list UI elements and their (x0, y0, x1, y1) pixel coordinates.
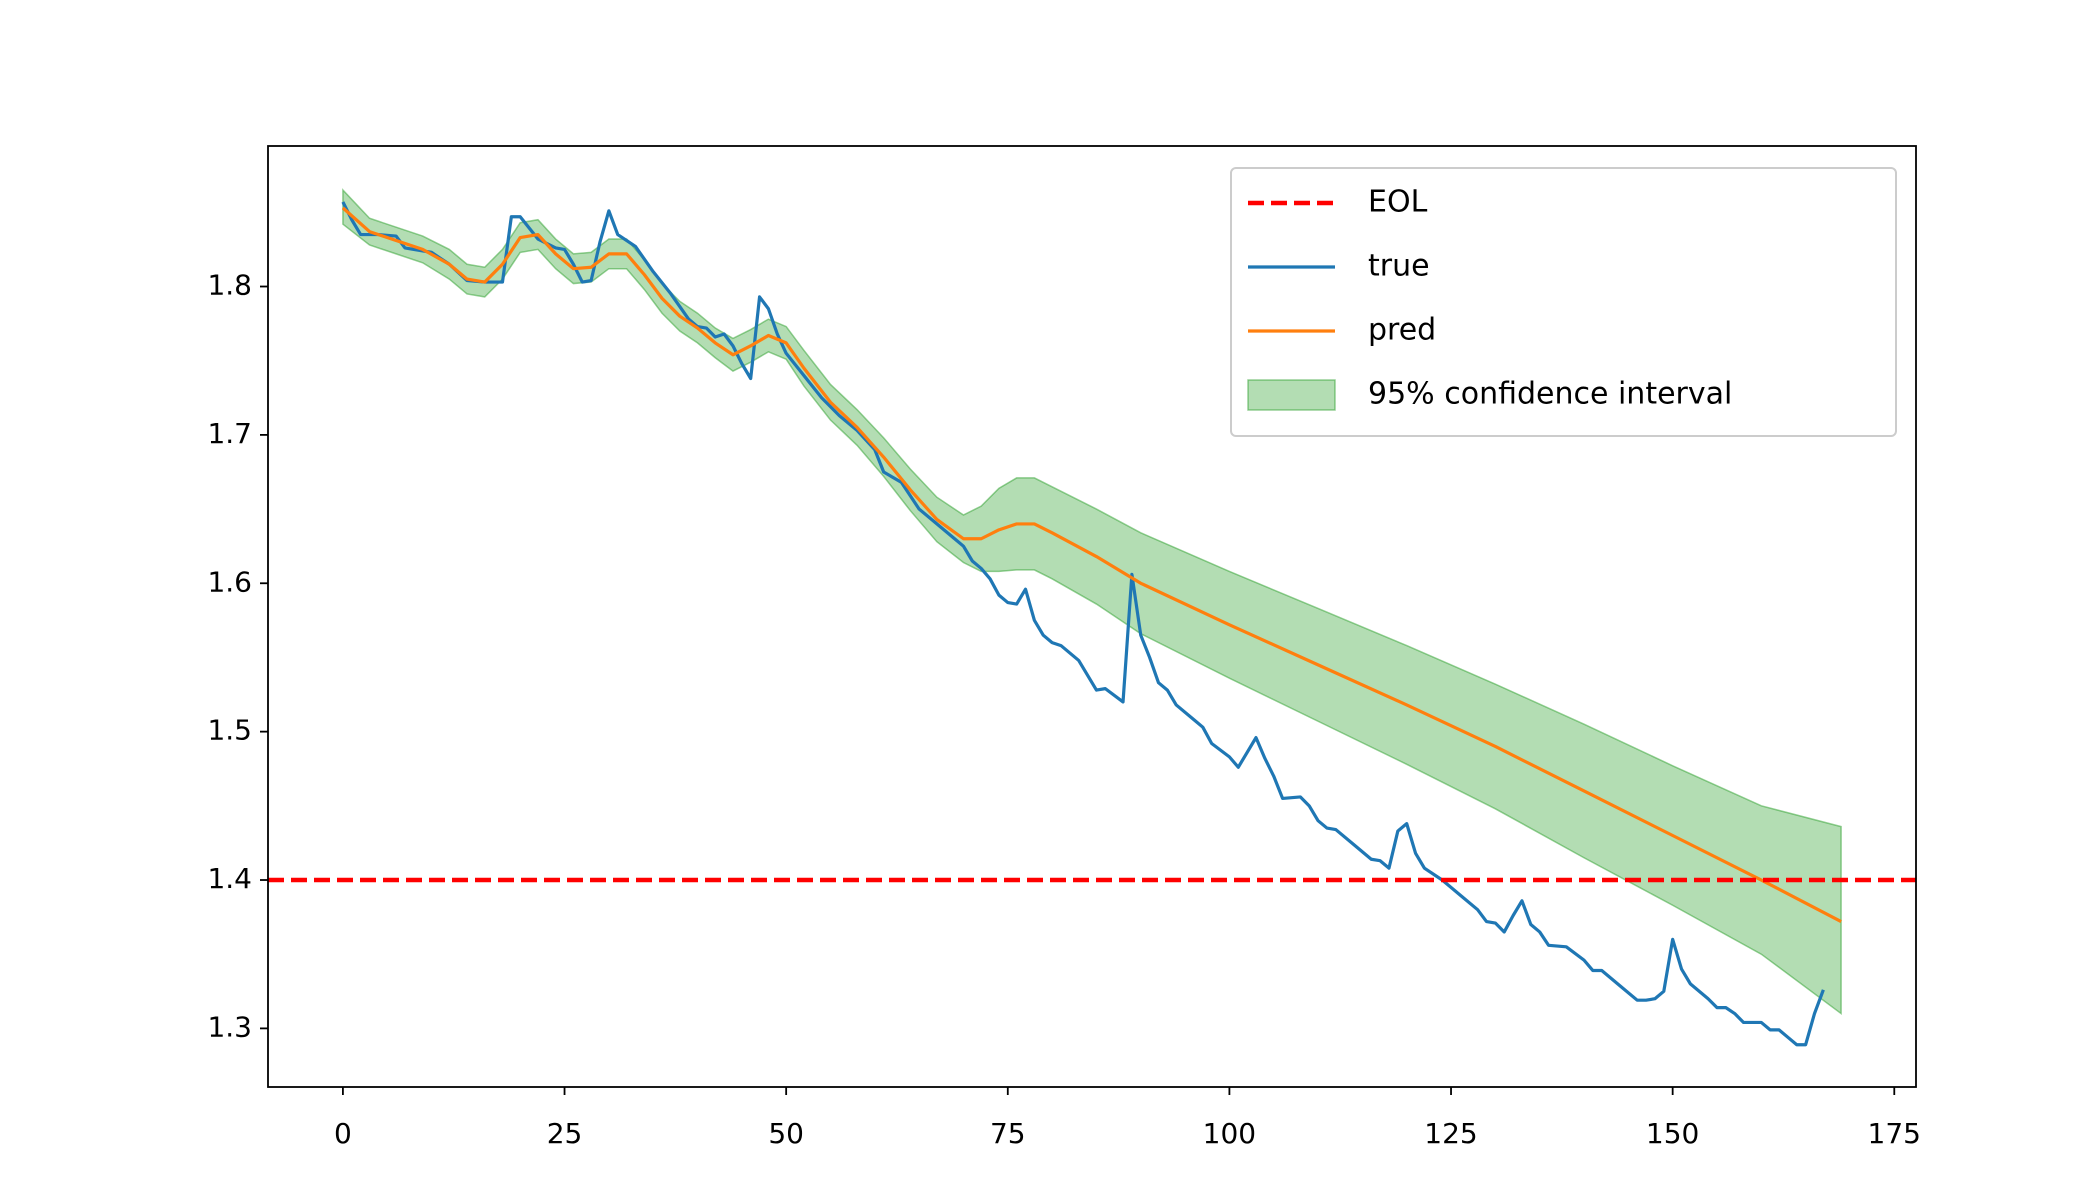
plot-area (268, 188, 1916, 1047)
x-tick-label: 50 (768, 1117, 804, 1150)
x-tick-label: 100 (1203, 1117, 1256, 1150)
legend-label: pred (1368, 313, 1436, 348)
legend-label: true (1368, 249, 1430, 284)
y-tick-label: 1.6 (207, 565, 252, 598)
x-tick-label: 175 (1868, 1117, 1921, 1150)
x-tick-label: 25 (547, 1117, 583, 1150)
x-tick-label: 125 (1424, 1117, 1477, 1150)
legend: EOL true pred 95% confidence interval (1230, 167, 1897, 437)
axes-frame (267, 145, 1917, 1088)
legend-box (1230, 167, 1897, 437)
y-tick-label: 1.7 (207, 417, 252, 450)
series-line (341, 201, 1825, 1047)
x-tick-label: 150 (1646, 1117, 1699, 1150)
y-tick-label: 1.3 (207, 1010, 252, 1043)
legend-handle (1247, 379, 1336, 411)
y-tick-label: 1.4 (207, 862, 252, 895)
x-tick-label: 75 (990, 1117, 1026, 1150)
ticks: 0 25 50 75 100 125 150 175 1.3 1.4 1.5 1.6 1.7 1.8 (207, 269, 1921, 1150)
y-tick-label: 1.8 (207, 269, 252, 302)
legend-label: EOL (1368, 185, 1428, 220)
y-tick-label: 1.5 (207, 714, 252, 747)
x-tick-label: 0 (334, 1117, 352, 1150)
series-line (341, 206, 1842, 923)
legend-label: 95% confidence interval (1368, 377, 1732, 412)
